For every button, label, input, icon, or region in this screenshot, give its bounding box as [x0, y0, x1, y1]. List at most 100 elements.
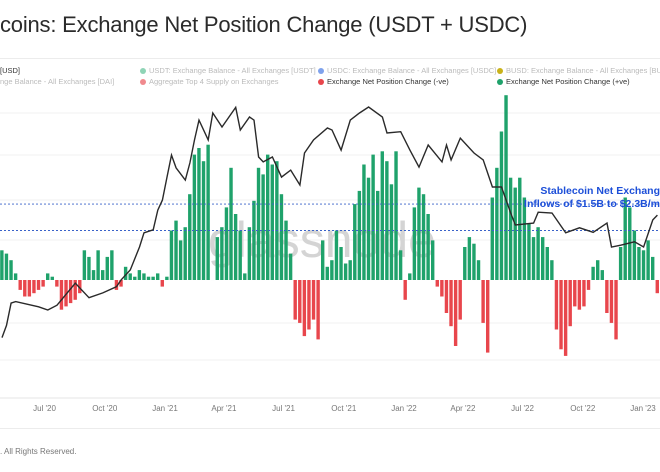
bar-negative — [293, 280, 297, 320]
bar-negative — [59, 280, 64, 310]
bar-negative — [435, 280, 439, 287]
bar-negative — [73, 280, 77, 300]
x-tick-label: Jul '21 — [272, 404, 295, 413]
legend-dot-icon — [318, 79, 324, 85]
bar-positive — [9, 260, 13, 280]
bar-positive — [632, 230, 637, 280]
bar-positive — [545, 247, 549, 280]
bar-positive — [128, 273, 132, 280]
bar-positive — [412, 207, 417, 280]
bar-positive — [334, 230, 339, 280]
bar-positive — [284, 220, 288, 280]
bar-positive — [366, 177, 371, 280]
legend-label: Exchange Net Position Change (-ve) — [327, 77, 449, 86]
bar-positive — [13, 273, 18, 280]
bar-negative — [573, 280, 577, 307]
x-tick-label: Jan '21 — [152, 404, 178, 413]
bar-negative — [32, 280, 36, 294]
bar-positive — [325, 266, 329, 280]
bar-positive — [192, 154, 197, 280]
bar-positive — [270, 164, 274, 280]
bar-negative — [403, 280, 407, 300]
bar-negative — [78, 280, 82, 294]
bar-positive — [513, 187, 517, 280]
bar-positive — [421, 194, 426, 280]
bar-negative — [609, 280, 614, 323]
legend-label: Exchange Net Position Change (+ve) — [506, 77, 630, 86]
legend-item-busd[interactable]: BUSD: Exchange Balance - All Exchanges [… — [497, 66, 660, 75]
bar-positive — [96, 250, 100, 280]
bar-positive — [504, 95, 508, 280]
legend-item-usdt[interactable]: USDT: Exchange Balance - All Exchanges [… — [140, 66, 316, 75]
bar-negative — [55, 280, 59, 287]
legend-dot-icon — [497, 79, 503, 85]
bar-positive — [536, 227, 540, 280]
legend-label: BUSD: Exchange Balance - All Exchanges [… — [506, 66, 660, 75]
bar-negative — [554, 280, 559, 330]
legend-dot-icon — [140, 79, 146, 85]
bar-positive — [100, 270, 105, 280]
bar-positive — [531, 237, 536, 280]
bar-positive — [137, 270, 142, 280]
bar-positive — [142, 273, 146, 280]
bar-positive — [499, 131, 504, 280]
bar-negative — [453, 280, 458, 346]
bar-positive — [252, 200, 256, 280]
x-tick-label: Jul '22 — [511, 404, 534, 413]
gridlines — [0, 112, 660, 361]
legend-item-price[interactable]: [USD] — [0, 66, 20, 75]
legend-item-aggregate[interactable]: Aggregate Top 4 Supply on Exchanges — [140, 77, 279, 86]
bar-positive — [151, 276, 155, 280]
bar-positive — [467, 237, 472, 280]
bar-positive — [389, 184, 394, 280]
bar-positive — [320, 240, 325, 280]
x-tick-label: Jul '20 — [33, 404, 56, 413]
copyright-text: . All Rights Reserved. — [0, 447, 77, 456]
legend-item-dai[interactable]: nge Balance - All Exchanges [DAI] — [0, 77, 114, 86]
bar-positive — [165, 276, 169, 280]
bar-negative — [481, 280, 485, 323]
bar-negative — [655, 280, 659, 294]
bar-positive — [91, 270, 96, 280]
x-tick-label: Jan '22 — [391, 404, 417, 413]
bar-positive — [430, 240, 435, 280]
chart-title: coins: Exchange Net Position Change (USD… — [0, 12, 528, 37]
bar-positive — [275, 161, 279, 280]
x-tick-label: Apr '21 — [211, 404, 237, 413]
bar-positive — [215, 237, 219, 280]
bar-positive — [183, 227, 187, 280]
bar-negative — [18, 280, 22, 290]
bar-positive — [220, 227, 224, 280]
bar-positive — [256, 167, 261, 280]
bar-negative — [64, 280, 68, 307]
annotation-line-1: Stablecoin Net Exchang — [540, 185, 660, 197]
bar-positive — [188, 194, 192, 280]
bar-positive — [490, 197, 494, 280]
bar-negative — [316, 280, 320, 340]
bar-negative — [114, 280, 119, 290]
bar-negative — [23, 280, 27, 297]
bar-positive — [394, 151, 398, 280]
bar-positive — [330, 260, 334, 280]
bar-negative — [582, 280, 586, 307]
bar-positive — [174, 220, 178, 280]
bar-positive — [518, 177, 522, 280]
bar-positive — [87, 256, 91, 280]
bar-negative — [311, 280, 316, 320]
bar-positive — [417, 187, 421, 280]
bar-positive — [628, 207, 632, 280]
bar-negative — [568, 280, 572, 327]
bar-positive — [476, 260, 481, 280]
bar-positive — [339, 247, 343, 280]
bar-positive — [398, 250, 403, 280]
bar-negative — [307, 280, 311, 330]
legend-item-positive[interactable]: Exchange Net Position Change (+ve) — [497, 77, 630, 86]
legend-item-negative[interactable]: Exchange Net Position Change (-ve) — [318, 77, 449, 86]
bar-negative — [68, 280, 73, 304]
bar-positive — [362, 164, 366, 280]
bar-positive — [169, 230, 174, 280]
bar-positive — [201, 161, 206, 280]
legend-item-usdc[interactable]: USDC: Exchange Balance - All Exchanges [… — [318, 66, 496, 75]
bar-negative — [119, 280, 123, 287]
